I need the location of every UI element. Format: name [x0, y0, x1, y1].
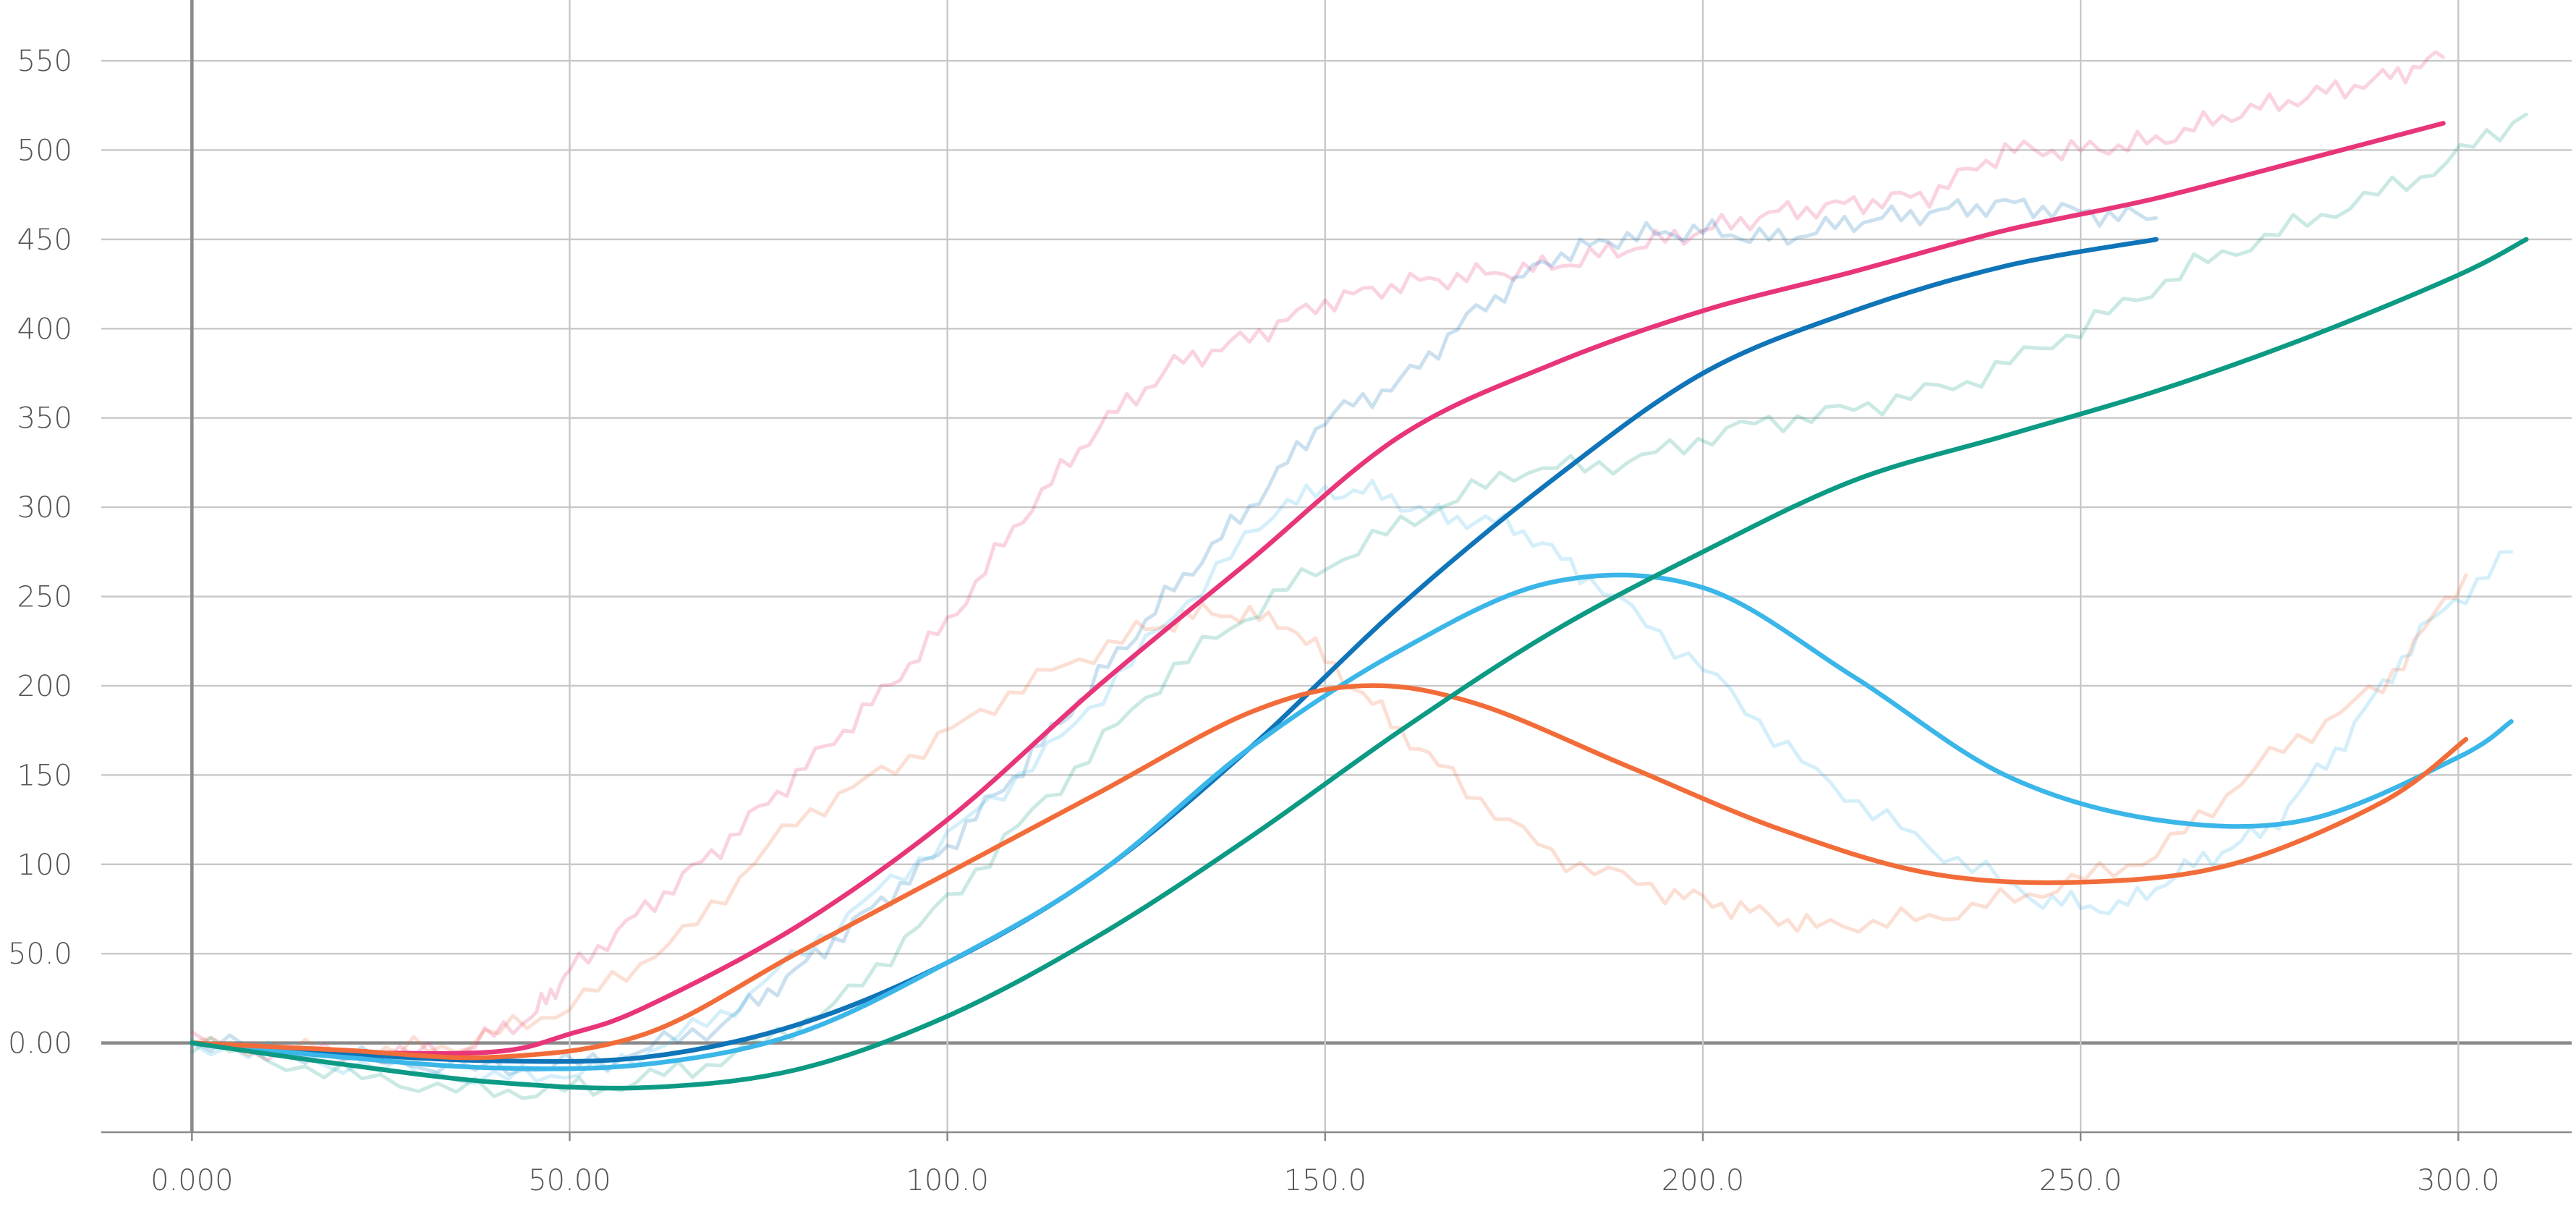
y-tick-label: 250: [17, 581, 72, 614]
y-tick-label: 50.0: [8, 938, 72, 971]
y-tick-label: 150: [17, 759, 72, 792]
raw-series-line: [190, 573, 2468, 1062]
x-tick-label: 150.0: [1284, 1164, 1367, 1197]
y-tick-label: 350: [17, 402, 72, 436]
y-tick-label: 550: [17, 45, 72, 78]
raw-series-line: [190, 478, 2513, 1086]
y-tick-label: 400: [17, 313, 72, 346]
x-tick-label: 0.000: [150, 1164, 234, 1197]
x-tick-label: 100.0: [906, 1164, 989, 1197]
series-line: [190, 572, 2514, 1071]
series-line: [190, 683, 2469, 1061]
x-tick-label: 300.0: [2417, 1164, 2500, 1197]
y-tick-label: 200: [17, 670, 72, 703]
x-tick-label: 200.0: [1662, 1164, 1745, 1197]
raw-series: [190, 50, 2528, 1100]
raw-series-line: [190, 50, 2445, 1065]
y-tick-label: 300: [17, 491, 72, 525]
raw-series-line: [190, 112, 2528, 1100]
x-tick-label: 50.00: [528, 1164, 611, 1197]
series-line: [190, 237, 2159, 1064]
raw-series-line: [190, 198, 2159, 1077]
y-tick-label: 0.00: [8, 1027, 72, 1061]
y-tick-label: 100: [17, 849, 72, 882]
y-tick-label: 500: [17, 134, 72, 167]
series-line: [190, 121, 2446, 1056]
tick-labels: 0.00 50.0 100 150 200 250 300 350 400 450 500 550 0.…: [8, 45, 2500, 1197]
series-line: [190, 237, 2529, 1091]
grid: [101, 0, 2572, 1132]
y-tick-label: 450: [17, 224, 72, 257]
x-tick-label: 250.0: [2039, 1164, 2122, 1197]
smoothed-series: [190, 121, 2529, 1091]
axes: [101, 1131, 2572, 1141]
